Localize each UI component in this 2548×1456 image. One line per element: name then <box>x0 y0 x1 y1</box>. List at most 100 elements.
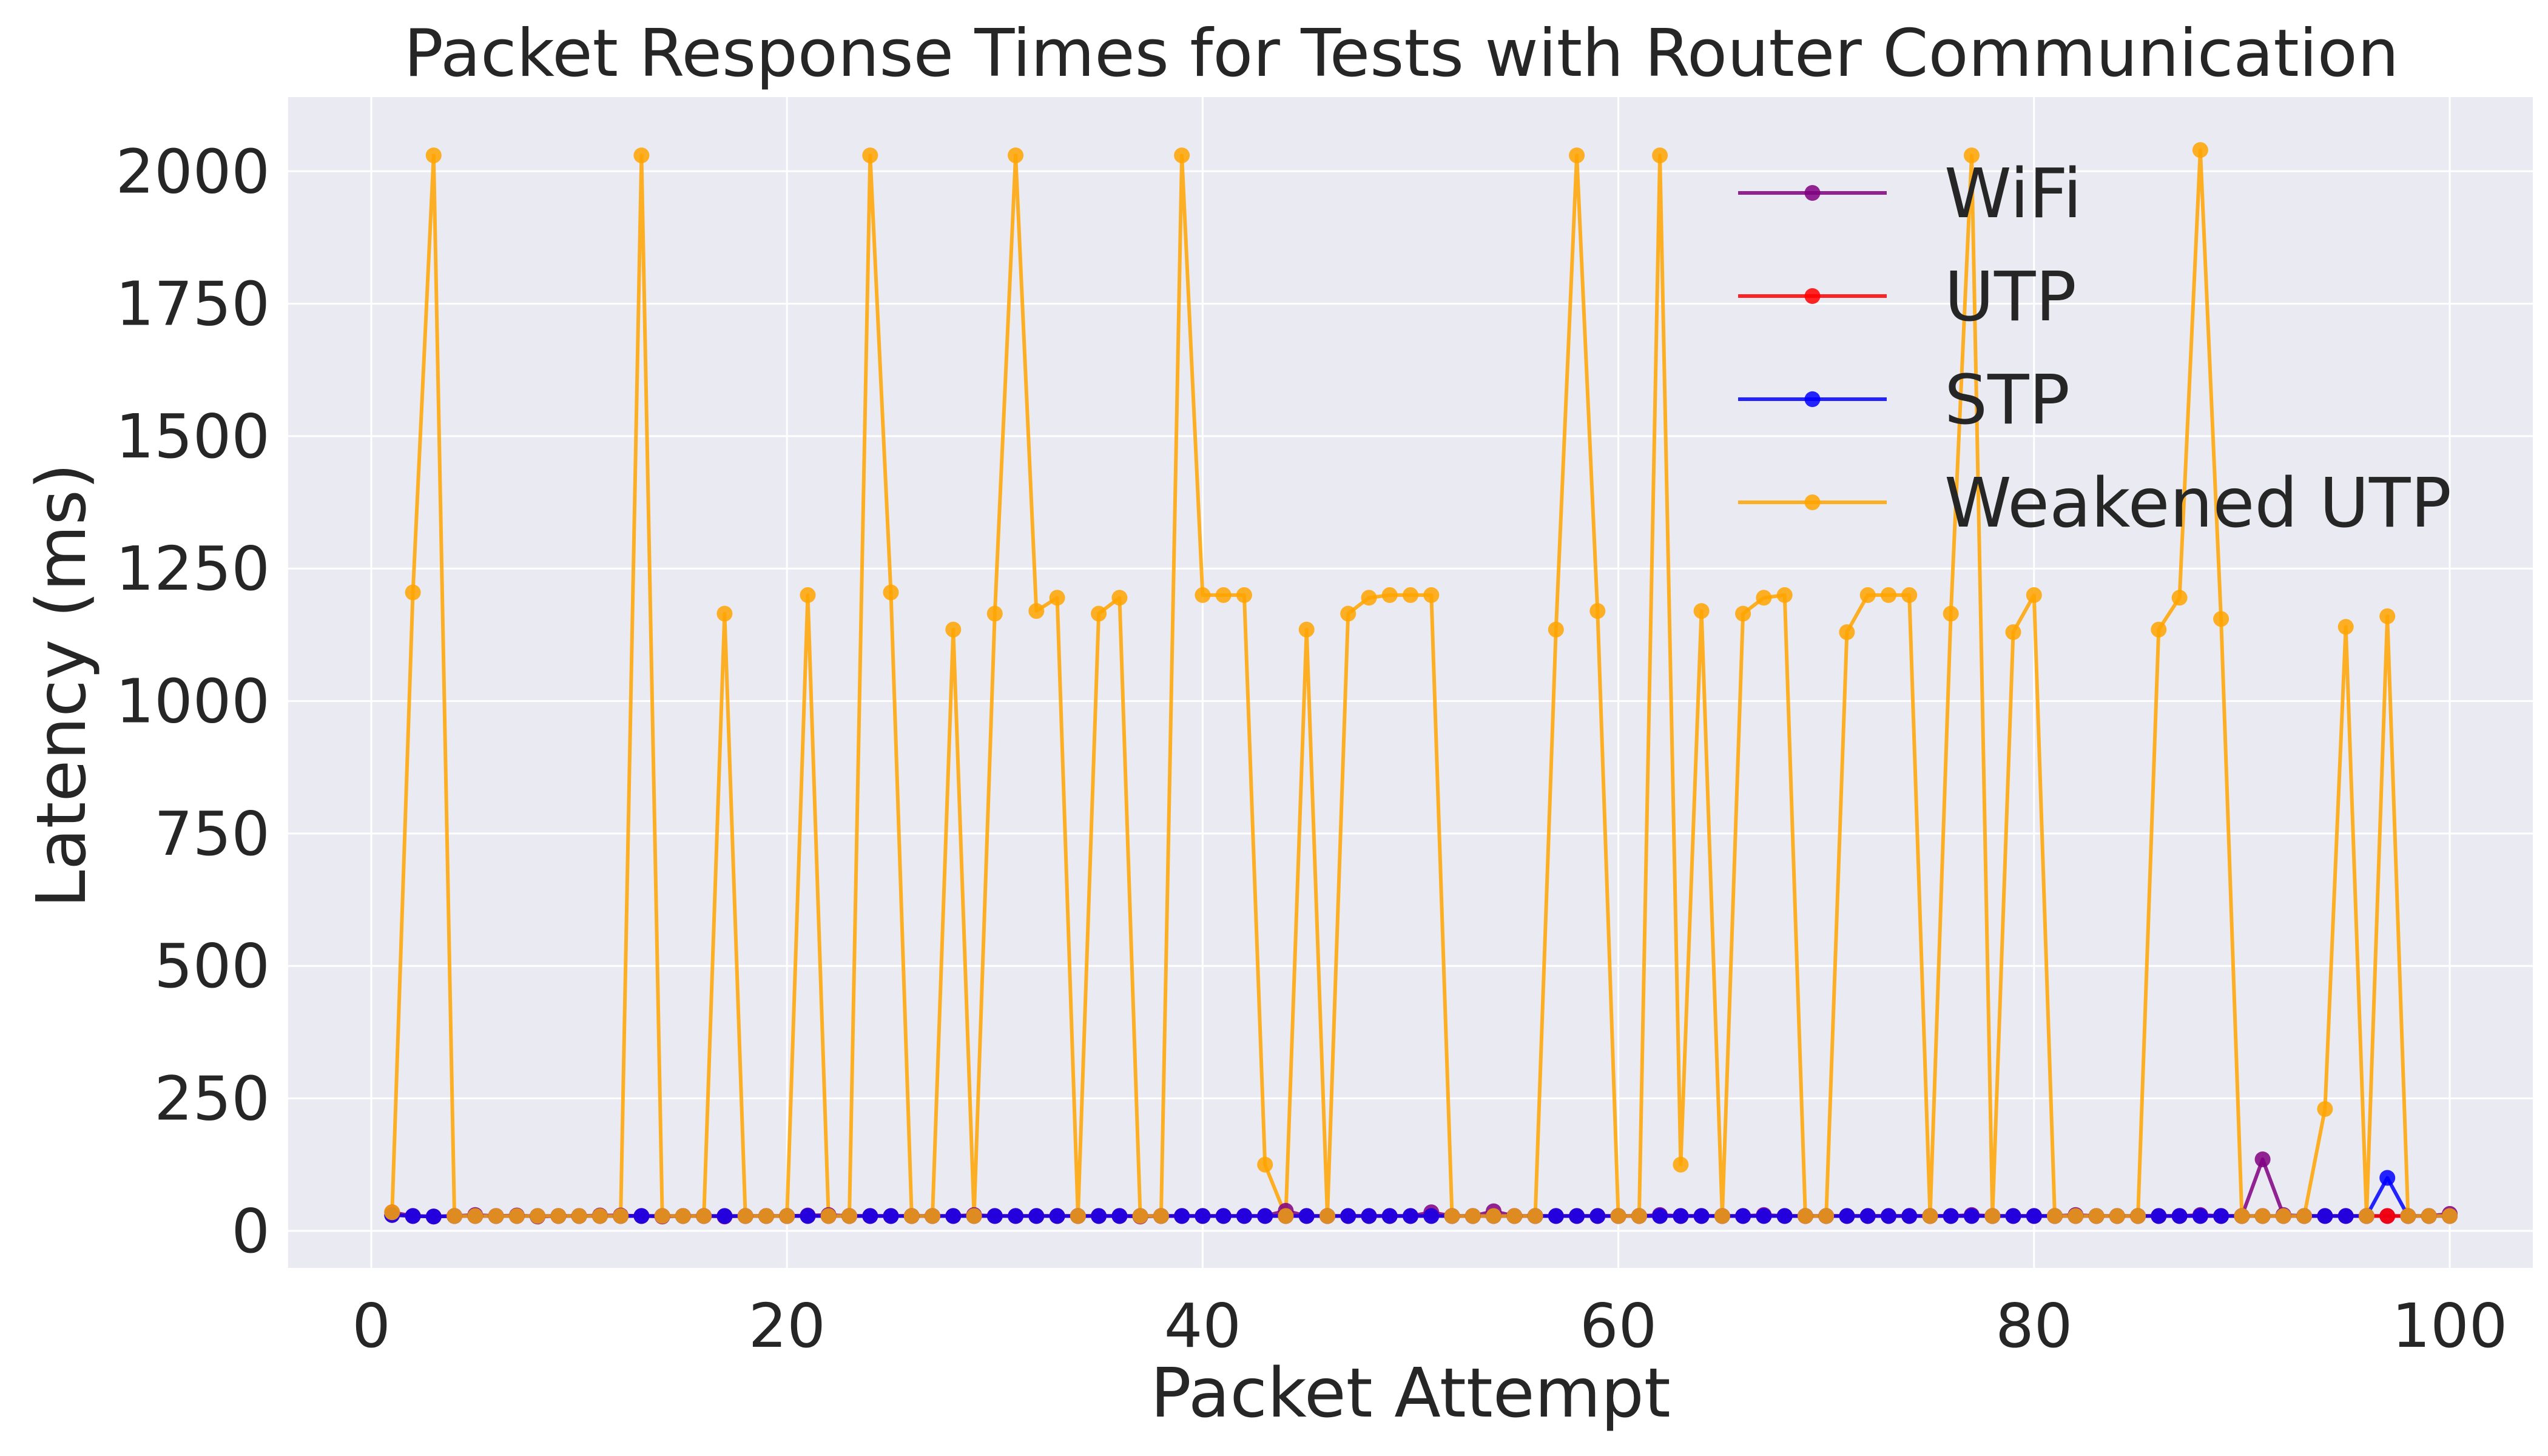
data-point <box>2234 1208 2250 1224</box>
data-point <box>2047 1208 2063 1224</box>
data-point <box>530 1208 546 1224</box>
data-point <box>1340 605 1357 622</box>
data-point <box>925 1208 940 1224</box>
data-point <box>1881 1208 1896 1224</box>
data-point <box>1320 1208 1335 1224</box>
data-point <box>862 1208 878 1224</box>
legend-entry: UTP <box>1738 258 2077 337</box>
data-point <box>2151 1208 2167 1224</box>
data-point <box>1444 1208 1460 1224</box>
data-point <box>986 605 1003 622</box>
legend: WiFi UTP STP Weakened UTP <box>1738 155 2452 543</box>
data-point <box>425 147 442 164</box>
data-point <box>800 1208 816 1224</box>
grid-lines <box>288 97 2533 1268</box>
data-point <box>696 1208 712 1224</box>
data-point <box>2192 142 2208 158</box>
data-point <box>716 605 733 622</box>
legend-entry: WiFi <box>1738 155 2082 234</box>
data-point <box>1548 1208 1564 1224</box>
data-point <box>2317 1101 2333 1117</box>
data-point <box>1381 1208 1398 1224</box>
data-point <box>1340 1208 1357 1224</box>
data-point <box>1486 1208 1502 1224</box>
data-point <box>2254 1208 2271 1224</box>
data-point <box>1298 1208 1315 1224</box>
x-tick-label: 0 <box>352 1290 391 1361</box>
data-point <box>1464 1208 1481 1224</box>
data-point <box>2088 1208 2105 1224</box>
legend-label: Weakened UTP <box>1944 464 2452 543</box>
data-point <box>1403 587 1418 603</box>
data-point <box>1298 621 1315 638</box>
data-point <box>820 1208 837 1224</box>
y-tick-labels: 0 250 500 750 1000 1250 1500 1750 2000 <box>116 136 271 1267</box>
data-point <box>447 1208 463 1224</box>
x-tick-label: 80 <box>1995 1290 2072 1361</box>
data-point <box>1174 147 1190 164</box>
data-point <box>2421 1208 2437 1224</box>
data-point <box>1527 1208 1543 1224</box>
y-tick-label: 750 <box>154 798 270 869</box>
data-point <box>488 1208 504 1224</box>
y-tick-label: 1000 <box>116 666 271 737</box>
data-point <box>1735 1208 1751 1224</box>
legend-marker <box>1804 185 1821 201</box>
data-point <box>1859 587 1876 603</box>
legend-label: UTP <box>1944 258 2077 337</box>
data-point <box>1257 1156 1273 1173</box>
data-point <box>1423 587 1440 603</box>
data-point <box>2400 1208 2416 1224</box>
plot-area <box>288 97 2533 1268</box>
data-point <box>1714 1208 1730 1224</box>
data-point <box>779 1208 795 1224</box>
data-point <box>508 1208 525 1224</box>
data-point <box>2109 1208 2125 1224</box>
data-point <box>1673 1208 1689 1224</box>
y-tick-label: 250 <box>154 1063 270 1134</box>
data-point <box>1901 587 1918 603</box>
data-point <box>1111 1208 1128 1224</box>
data-point <box>1403 1208 1418 1224</box>
data-point <box>986 1208 1003 1224</box>
series-points <box>384 142 2458 1225</box>
data-point <box>1922 1208 1938 1224</box>
series-line-3 <box>390 148 2450 1218</box>
data-point <box>2026 587 2042 603</box>
data-point <box>592 1208 608 1224</box>
series-lines <box>390 148 2450 1219</box>
data-point <box>613 1208 629 1224</box>
data-point <box>2275 1208 2291 1224</box>
data-point <box>1818 1208 1835 1224</box>
data-point <box>2068 1208 2084 1224</box>
data-point <box>1091 1208 1107 1224</box>
data-point <box>425 1208 442 1225</box>
series-markers-3 <box>384 142 2458 1224</box>
data-point <box>2379 1170 2396 1186</box>
data-point <box>654 1208 670 1224</box>
legend-entry: Weakened UTP <box>1738 464 2452 543</box>
data-point <box>1589 603 1606 619</box>
data-point <box>737 1208 753 1224</box>
data-point <box>1797 1208 1813 1224</box>
data-point <box>2337 619 2354 635</box>
data-point <box>1174 1208 1190 1224</box>
chart-title: Packet Response Times for Tests with Rou… <box>404 16 2399 92</box>
data-point <box>405 584 421 601</box>
x-tick-labels: 0 20 40 60 80 100 <box>352 1290 2507 1361</box>
data-point <box>1673 1156 1689 1173</box>
legend-entry: STP <box>1738 361 2070 440</box>
data-point <box>1984 1208 2001 1224</box>
data-point <box>2171 590 2188 606</box>
data-point <box>2130 1208 2146 1224</box>
data-point <box>945 621 962 638</box>
data-point <box>945 1208 962 1224</box>
legend-label: WiFi <box>1944 155 2082 234</box>
data-point <box>903 1208 920 1224</box>
y-tick-label: 1500 <box>116 401 271 472</box>
x-tick-label: 20 <box>749 1290 826 1361</box>
data-point <box>1008 147 1024 164</box>
data-point <box>405 1208 421 1224</box>
x-tick-label: 100 <box>2392 1290 2508 1361</box>
data-point <box>675 1208 691 1224</box>
